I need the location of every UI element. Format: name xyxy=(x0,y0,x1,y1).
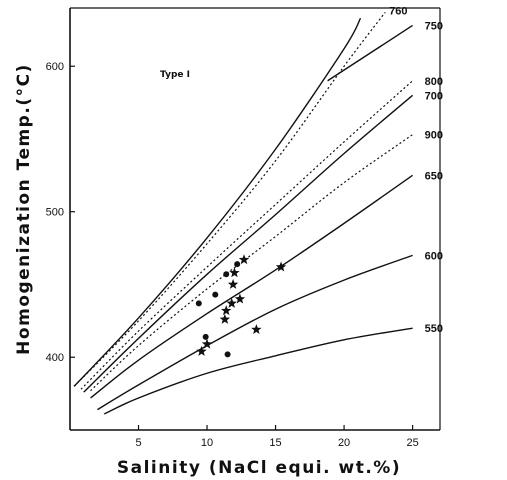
y-tick-label: 400 xyxy=(46,352,64,364)
curve-label-760: 760 xyxy=(389,5,407,17)
curve-label-800: 800 xyxy=(425,76,443,88)
circle-data-point xyxy=(195,300,202,307)
curve-550 xyxy=(103,327,413,415)
circle-data-point xyxy=(223,271,230,278)
star-data-point xyxy=(196,345,207,356)
circle-data-point xyxy=(234,261,241,268)
curve-label-700: 700 xyxy=(425,90,443,102)
circle-data-point xyxy=(224,351,231,358)
star-data-point xyxy=(234,293,246,304)
curves xyxy=(73,12,414,415)
chart-annotation: Type I xyxy=(160,70,190,80)
circle-data-point xyxy=(212,291,219,298)
x-tick-label: 5 xyxy=(135,437,141,449)
axis-ticks: 5 10 15 20 25 400 500 600 xyxy=(46,61,419,449)
star-data-point xyxy=(238,254,250,265)
star-data-point xyxy=(201,338,213,349)
y-tick-label: 500 xyxy=(46,207,64,219)
curve-760 xyxy=(73,12,386,387)
curve-labels: 760 750 800 700 900 650 600 550 xyxy=(389,5,443,335)
x-tick-label: 25 xyxy=(406,437,418,449)
curve-600 xyxy=(97,254,413,411)
x-axis-title: Salinity (NaCl equi. wt.%) xyxy=(117,458,401,478)
x-tick-label: 10 xyxy=(201,437,213,449)
star-data-point xyxy=(220,305,232,316)
star-data-point xyxy=(251,324,262,335)
curve-900 xyxy=(90,134,413,392)
x-tick-label: 15 xyxy=(269,437,281,449)
star-data-point xyxy=(275,261,287,272)
curve-650 xyxy=(90,174,413,399)
curve-label-600: 600 xyxy=(425,250,443,262)
x-tick-label: 20 xyxy=(338,437,350,449)
circle-data-point xyxy=(202,333,209,340)
star-data-point xyxy=(219,313,231,324)
curve-750 xyxy=(73,17,362,387)
star-data-point xyxy=(226,297,237,308)
star-data-point xyxy=(227,278,239,289)
curve-label-650: 650 xyxy=(425,170,443,182)
y-tick-label: 600 xyxy=(46,61,64,73)
star-data-point xyxy=(229,267,240,278)
plot-frame xyxy=(69,7,441,431)
curve-label-550: 550 xyxy=(425,323,443,335)
curve-label-900: 900 xyxy=(425,130,443,142)
data-points xyxy=(195,254,287,358)
curve-800 xyxy=(80,80,413,390)
curve-label-750: 750 xyxy=(425,20,443,32)
curve-segment xyxy=(327,24,413,82)
curve-700 xyxy=(83,94,414,393)
y-axis-title: Homogenization Temp.(°C) xyxy=(14,63,34,355)
